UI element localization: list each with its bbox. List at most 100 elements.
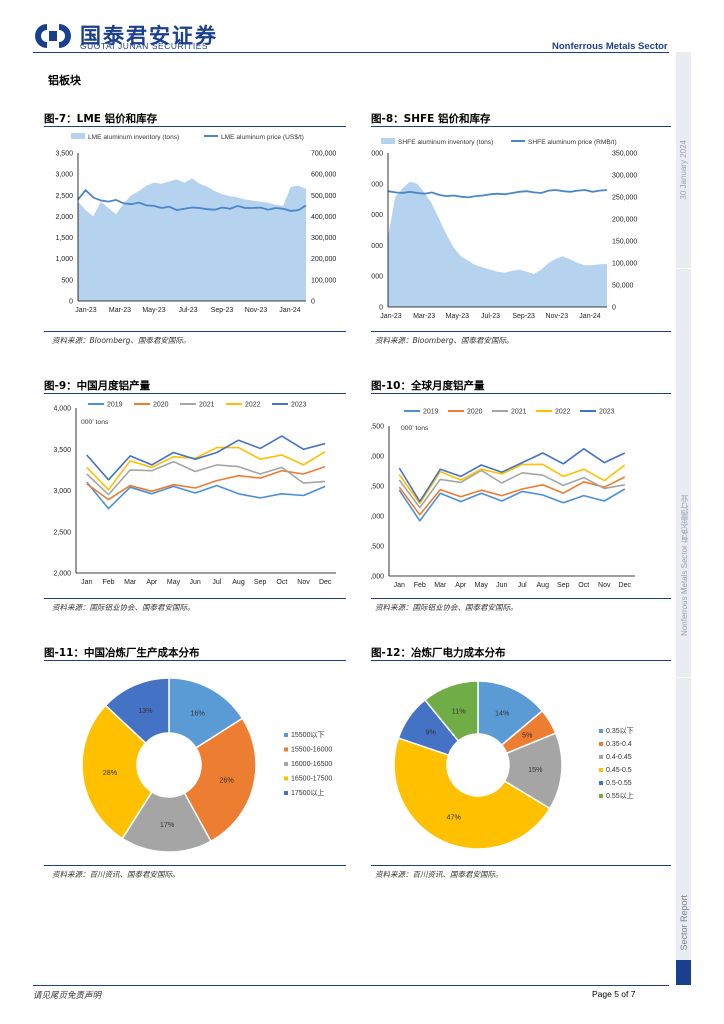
x-tick-label: Aug — [537, 582, 550, 589]
x-tick-label: Mar — [434, 582, 447, 589]
series-line-2020 — [86, 465, 326, 501]
y-tick-label: 2,000 — [53, 571, 71, 578]
x-tick-label: May-23 — [446, 313, 469, 320]
legend-swatch — [599, 794, 603, 798]
fig12-chart: 14% 5% 15% 47% 9% 11% 0.35以下 0.35-0.4 0.4-0.45 0.… — [393, 680, 634, 850]
legend-swatch — [599, 742, 603, 746]
x-tick-label: Jul — [518, 582, 527, 589]
legend-label: 0.4-0.45 — [606, 754, 632, 761]
pie-slice — [183, 717, 257, 843]
fig9-source-rule — [44, 598, 346, 599]
legend-label: 15500-16000 — [291, 747, 332, 754]
x-tick-label: Jul-23 — [481, 313, 500, 320]
y-left-tick-label: 20,000 — [371, 181, 383, 188]
fig10-chart: 2019 2020 2021 2022 2023 000' tons 6,500 6,000 5… — [371, 409, 635, 589]
x-tick-label: Nov-23 — [546, 313, 569, 320]
pie-data-label: 13% — [138, 706, 153, 715]
fig11-source: 资料来源：百川资讯、国泰君安国际。 — [52, 870, 180, 879]
legend-label-2023: 2023 — [291, 402, 307, 409]
x-tick-label: Sep-23 — [512, 313, 535, 320]
fig12-source-rule — [371, 865, 671, 866]
series-line-2021 — [86, 460, 326, 496]
pie-data-label: 17% — [160, 820, 175, 829]
footer-rule — [33, 985, 669, 986]
fig7-source-rule — [44, 331, 346, 332]
x-tick-label: Apr — [455, 582, 467, 589]
inventory-area — [78, 178, 306, 301]
y-right-tick-label: 250,000 — [612, 195, 637, 202]
fig9-rule — [44, 393, 346, 394]
y-left-tick-label: 3,000 — [55, 172, 73, 179]
sidebar-report-type: Sector Report — [679, 895, 689, 951]
legend-swatch — [599, 768, 603, 772]
y-right-tick-label: 50,000 — [612, 283, 634, 290]
legend-label: 17500以上 — [291, 788, 324, 797]
x-tick-label: Nov — [598, 582, 611, 589]
fig10-rule — [371, 393, 671, 394]
y-right-tick-label: 500,000 — [311, 193, 336, 200]
y-right-tick-label: 300,000 — [612, 173, 637, 180]
y-right-tick-label: 350,000 — [612, 151, 637, 158]
y-right-tick-label: 400,000 — [311, 214, 336, 221]
sidebar-divider — [676, 677, 691, 678]
unit-label: 000' tons — [81, 419, 109, 426]
legend-label: 16500-17500 — [291, 776, 332, 783]
legend-swatch — [284, 747, 288, 752]
x-tick-label: Dec — [619, 582, 632, 589]
legend-inventory-label: SHFE aluminum inventory (tons) — [398, 139, 493, 146]
fig9-chart: 2019 2020 2021 2022 2023 000' tons 4,000 3,500 3… — [53, 402, 336, 586]
y-left-tick-label: 1,500 — [55, 235, 73, 242]
y-right-tick-label: 100,000 — [311, 277, 336, 284]
pie-slice — [423, 680, 479, 743]
pie-data-label: 9% — [426, 728, 437, 737]
y-tick-label: 5,500 — [371, 484, 384, 491]
y-tick-label: 6,500 — [371, 424, 384, 431]
pie-data-label: 14% — [495, 708, 510, 717]
pie-slice — [104, 677, 170, 745]
pie-data-label: 26% — [219, 775, 234, 784]
series-line-2019 — [398, 488, 626, 522]
fig8-chart: SHFE aluminum inventory (tons) SHFE alumi… — [371, 138, 637, 320]
fig10-source: 资料来源：国际铝业协会、国泰君安国际。 — [375, 603, 518, 612]
legend-price-label: SHFE aluminum price (RMB/t) — [528, 139, 617, 146]
sidebar-sector: Nonferrous Metals Sector 有色金属行业 — [680, 495, 689, 636]
unit-label: 000' tons — [401, 425, 429, 432]
y-left-tick-label: 3,500 — [55, 151, 73, 158]
sidebar — [676, 52, 691, 985]
x-tick-label: Sep — [557, 582, 570, 589]
series-line-2020 — [398, 476, 626, 516]
y-tick-label: 4,500 — [371, 544, 384, 551]
legend-swatch — [284, 791, 288, 795]
y-tick-label: 3,000 — [53, 488, 71, 495]
legend-label-2022: 2022 — [555, 409, 571, 416]
fig7-source: 资料来源：Bloomberg、国泰君安国际。 — [52, 336, 191, 345]
legend-label: 0.45-0.5 — [606, 767, 632, 774]
fig9-source: 资料来源：国际铝业协会、国泰君安国际。 — [52, 603, 195, 612]
series-line-2022 — [86, 446, 326, 491]
fig10-title: 图-10：全球月度铝产量 — [371, 380, 485, 392]
y-right-tick-label: 0 — [612, 305, 616, 312]
pie-data-label: 15% — [528, 765, 543, 774]
legend-swatch — [284, 776, 288, 781]
x-tick-label: Sep — [254, 579, 267, 586]
fig12-title: 图-12：冶炼厂电力成本分布 — [371, 647, 506, 659]
legend-label-2021: 2021 — [199, 402, 215, 409]
pie-data-label: 5% — [522, 731, 533, 740]
legend-label: 0.35-0.4 — [606, 741, 632, 748]
x-tick-label: Jan-24 — [279, 307, 301, 314]
y-right-tick-label: 200,000 — [612, 217, 637, 224]
y-left-tick-label: 0 — [379, 305, 383, 312]
pie-data-label: 47% — [447, 813, 462, 822]
x-tick-label: May-23 — [142, 307, 165, 314]
y-left-tick-label: 500 — [61, 277, 73, 284]
fig8-source: 资料来源：Bloomberg、国泰君安国际。 — [375, 336, 514, 345]
x-tick-label: Mar-23 — [413, 313, 435, 320]
series-line-2023 — [398, 448, 626, 503]
x-tick-label: Mar-23 — [109, 307, 131, 314]
legend-inventory-swatch — [381, 138, 395, 144]
y-right-tick-label: 150,000 — [612, 239, 637, 246]
logo-english: GUOTAI JUNAN SECURITIES — [80, 41, 209, 51]
fig11-source-rule — [44, 865, 346, 866]
y-tick-label: 4,000 — [53, 406, 71, 413]
y-tick-label: 6,000 — [371, 454, 384, 461]
